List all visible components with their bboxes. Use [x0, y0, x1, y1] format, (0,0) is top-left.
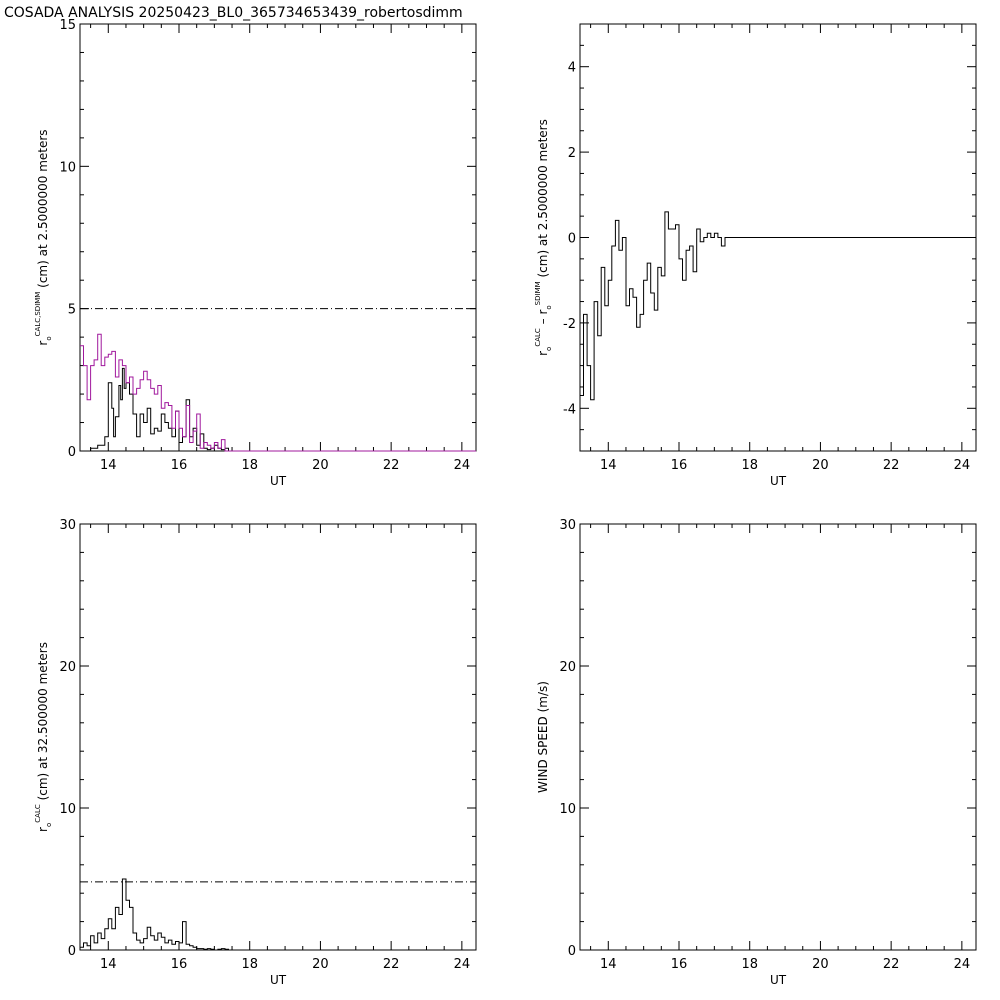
y-tick-label: 30 [559, 518, 576, 533]
y-label-subscript: o [545, 347, 553, 351]
x-tick-label: 20 [812, 458, 829, 473]
series-line-black [80, 878, 229, 951]
y-label-text: WIND SPEED (m/s) [536, 681, 550, 793]
plot-frame [79, 23, 477, 452]
x-tick-label: 18 [241, 957, 258, 972]
y-label-minus: – r [536, 310, 550, 329]
x-axis-label: UT [770, 973, 787, 987]
panel-bottom-right: 14 16 18 20 22 24 0 10 20 30 UT WIND SPEED (m/s) [536, 518, 977, 987]
series-line-black [580, 211, 976, 401]
x-tick-label: 24 [954, 957, 971, 972]
y-label-subscript: o [45, 336, 53, 340]
y-label-superscript: CALC [534, 328, 542, 347]
y-tick-label: 0 [568, 232, 576, 247]
y-tick-label: 30 [59, 518, 76, 533]
x-tick-label: 22 [383, 458, 400, 473]
x-tick-label: 14 [600, 957, 617, 972]
y-label-superscript-2: SDIMM [534, 281, 542, 305]
y-tick-label: 0 [568, 944, 576, 959]
x-tick-label: 24 [954, 458, 971, 473]
series-line-magenta [80, 333, 476, 452]
y-axis-label: roCALC (cm) at 32.500000 meters [34, 642, 53, 832]
x-tick-label: 20 [812, 957, 829, 972]
y-label-subscript: o [45, 823, 53, 827]
y-axis-label: roCALC – roSDIMM (cm) at 2.5000000 meter… [534, 119, 553, 356]
x-tick-label: 18 [741, 957, 758, 972]
x-tick-label: 20 [312, 458, 329, 473]
x-axis-label: UT [770, 474, 787, 488]
y-label-superscript: CALC [34, 804, 42, 823]
x-tick-label: 16 [171, 458, 188, 473]
plot-frame [79, 523, 477, 951]
y-tick-label: 20 [59, 660, 76, 675]
y-tick-label: 15 [59, 18, 76, 33]
y-tick-label: 4 [568, 61, 576, 76]
y-tick-label: 20 [559, 660, 576, 675]
y-tick-label: -2 [563, 317, 576, 332]
y-label-subscript-2: o [545, 305, 553, 309]
x-tick-label: 22 [883, 957, 900, 972]
y-tick-label: 2 [568, 146, 576, 161]
panel-bottom-left: 14 16 18 20 22 24 0 10 20 30 UT roCALC (cm) at 32.5… [34, 518, 477, 987]
y-tick-label: 10 [559, 802, 576, 817]
x-tick-label: 16 [171, 957, 188, 972]
y-axis-label: WIND SPEED (m/s) [536, 681, 550, 793]
y-tick-label: 0 [68, 944, 76, 959]
x-tick-label: 20 [312, 957, 329, 972]
x-tick-label: 14 [600, 458, 617, 473]
y-tick-label: 10 [59, 160, 76, 175]
y-label-superscript: CALC,SDIMM [34, 292, 42, 337]
y-label-symbol: r [36, 341, 50, 346]
y-label-symbol: r [36, 827, 50, 832]
x-tick-label: 14 [100, 957, 117, 972]
y-label-symbol: r [536, 351, 550, 356]
y-tick-label: 5 [68, 303, 76, 318]
panel-top-left: 14 16 18 20 22 24 0 5 10 15 UT roCALC,SDIMM (cm) at… [34, 18, 477, 488]
x-tick-label: 16 [671, 458, 688, 473]
y-label-text: (cm) at 2.5000000 meters [36, 129, 50, 291]
y-tick-label: 0 [68, 445, 76, 460]
x-axis-label: UT [270, 973, 287, 987]
y-tick-label: 10 [59, 802, 76, 817]
x-axis-label: UT [270, 474, 287, 488]
x-tick-label: 16 [671, 957, 688, 972]
figure-title: COSADA ANALYSIS 20250423_BL0_36573465343… [4, 5, 463, 21]
y-label-text: (cm) at 2.5000000 meters [536, 119, 550, 281]
x-tick-label: 14 [100, 458, 117, 473]
y-label-text: (cm) at 32.500000 meters [36, 642, 50, 804]
plot-frame [579, 523, 977, 951]
y-axis-label: roCALC,SDIMM (cm) at 2.5000000 meters [34, 129, 53, 345]
x-tick-label: 22 [383, 957, 400, 972]
x-tick-label: 18 [741, 458, 758, 473]
y-tick-label: -4 [563, 402, 576, 417]
x-tick-label: 18 [241, 458, 258, 473]
x-tick-label: 24 [454, 458, 471, 473]
x-tick-label: 22 [883, 458, 900, 473]
x-tick-label: 24 [454, 957, 471, 972]
series-line-black [80, 367, 229, 452]
